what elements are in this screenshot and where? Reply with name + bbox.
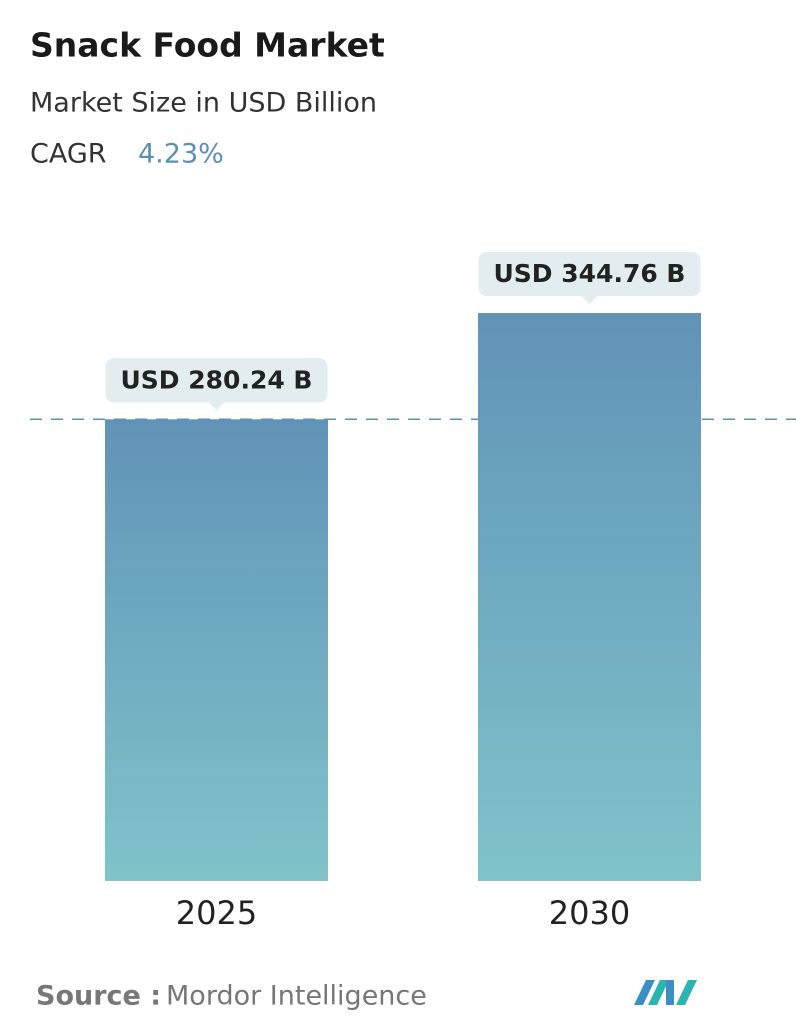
- value-label: USD 280.24 B: [121, 365, 313, 394]
- x-tick-label: 2030: [549, 894, 630, 932]
- source-text: Mordor Intelligence: [166, 981, 427, 1012]
- x-tick-label: 2025: [176, 894, 257, 932]
- value-label: USD 344.76 B: [494, 259, 686, 288]
- value-label-pointer: [208, 402, 225, 411]
- cagr-label: CAGR: [30, 139, 107, 170]
- bar: [105, 419, 328, 881]
- cagr-value: 4.23%: [138, 139, 224, 170]
- chart-title: Snack Food Market: [30, 26, 385, 65]
- source-label: Source :: [36, 981, 161, 1012]
- chart-subtitle: Market Size in USD Billion: [30, 88, 377, 119]
- logo: [634, 980, 697, 1005]
- value-label-bg: [105, 358, 328, 403]
- bar: [478, 313, 701, 881]
- value-label-pointer: [581, 296, 598, 304]
- value-label-bg: [478, 252, 701, 296]
